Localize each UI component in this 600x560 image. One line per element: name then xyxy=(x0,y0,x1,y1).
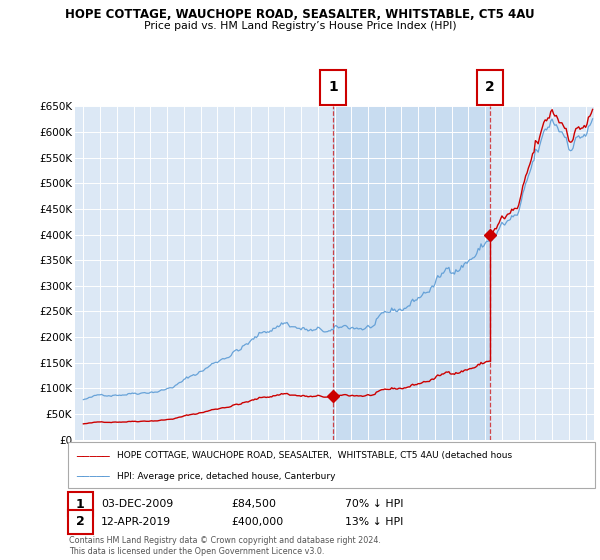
Text: £84,500: £84,500 xyxy=(231,499,276,509)
Text: HOPE COTTAGE, WAUCHOPE ROAD, SEASALTER,  WHITSTABLE, CT5 4AU (detached hous: HOPE COTTAGE, WAUCHOPE ROAD, SEASALTER, … xyxy=(117,451,512,460)
Bar xyxy=(333,106,490,440)
Text: 2: 2 xyxy=(76,515,85,529)
Text: ─────: ───── xyxy=(76,451,110,461)
Text: 12-APR-2019: 12-APR-2019 xyxy=(101,517,171,527)
Text: 13% ↓ HPI: 13% ↓ HPI xyxy=(345,517,403,527)
Text: 2: 2 xyxy=(485,81,495,95)
Text: HOPE COTTAGE, WAUCHOPE ROAD, SEASALTER, WHITSTABLE, CT5 4AU: HOPE COTTAGE, WAUCHOPE ROAD, SEASALTER, … xyxy=(65,8,535,21)
Text: Contains HM Land Registry data © Crown copyright and database right 2024.
This d: Contains HM Land Registry data © Crown c… xyxy=(69,536,381,556)
Text: 1: 1 xyxy=(76,497,85,511)
Text: 03-DEC-2009: 03-DEC-2009 xyxy=(101,499,173,509)
Text: 1: 1 xyxy=(328,81,338,95)
Text: ─────: ───── xyxy=(76,472,110,481)
Text: HPI: Average price, detached house, Canterbury: HPI: Average price, detached house, Cant… xyxy=(117,472,335,481)
Text: £400,000: £400,000 xyxy=(231,517,283,527)
Text: Price paid vs. HM Land Registry’s House Price Index (HPI): Price paid vs. HM Land Registry’s House … xyxy=(143,21,457,31)
Text: 70% ↓ HPI: 70% ↓ HPI xyxy=(345,499,404,509)
